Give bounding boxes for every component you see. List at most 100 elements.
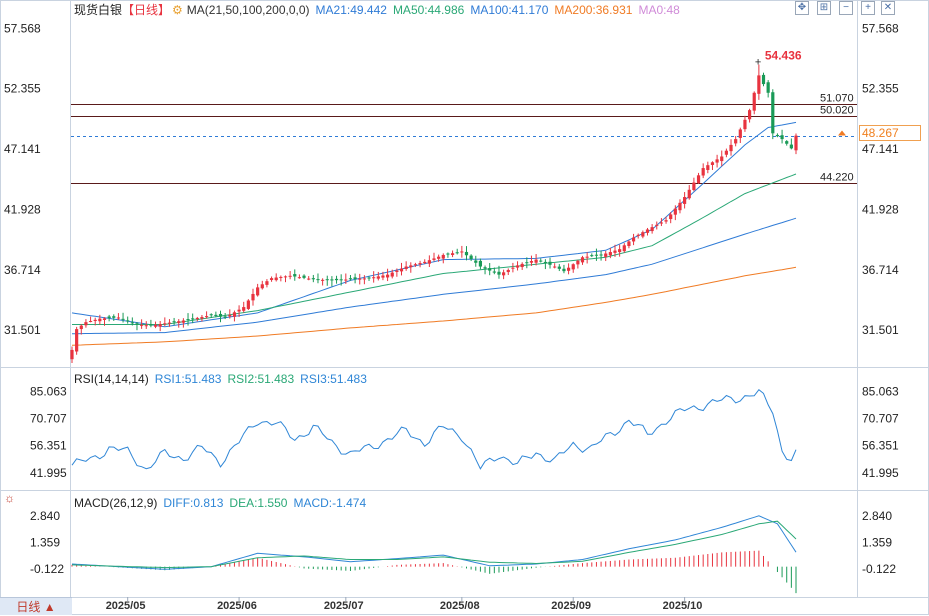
candle-body bbox=[135, 323, 139, 325]
period-tag[interactable]: 【日线】 bbox=[122, 3, 171, 17]
candle-body bbox=[752, 92, 756, 111]
candle-body bbox=[738, 129, 742, 138]
candle-body bbox=[641, 232, 645, 237]
rsi-panel-header: RSI(14,14,14) RSI1:51.483 RSI2:51.483 RSI3:… bbox=[74, 372, 373, 386]
candle-body bbox=[761, 74, 766, 85]
candle-body bbox=[636, 234, 640, 236]
candle-body bbox=[515, 265, 520, 268]
candle-body bbox=[112, 316, 116, 318]
candle-body bbox=[771, 92, 775, 134]
candle-body bbox=[279, 276, 283, 278]
candle-body bbox=[696, 175, 701, 183]
candle-body bbox=[130, 322, 134, 324]
candle-body bbox=[710, 162, 715, 165]
candle-body bbox=[330, 279, 334, 281]
date-axis-tick: 2025/06 bbox=[217, 600, 257, 612]
price-axis-tick-right: 52.355 bbox=[862, 82, 899, 96]
date-axis-tick: 2025/10 bbox=[663, 600, 703, 612]
candle-body bbox=[385, 274, 390, 278]
candle-body bbox=[297, 277, 302, 279]
candle-body bbox=[692, 182, 696, 190]
ma-line-ma200 bbox=[71, 266, 797, 346]
price-axis-tick-right: 31.501 bbox=[862, 323, 899, 337]
candle-body bbox=[599, 254, 603, 256]
close-icon[interactable]: ✕ bbox=[881, 1, 895, 15]
ma-line-ma50 bbox=[72, 173, 797, 325]
plus-icon[interactable]: + bbox=[861, 1, 875, 15]
candle-body bbox=[608, 252, 612, 256]
grid-view-icon[interactable]: ⊞ bbox=[817, 1, 831, 15]
candle-body bbox=[246, 300, 250, 309]
macd-axis-tick-left: 2.840 bbox=[30, 509, 60, 523]
candle-body bbox=[525, 262, 529, 264]
candles-group bbox=[70, 64, 798, 364]
candle-body bbox=[191, 318, 195, 320]
candle-body bbox=[534, 259, 538, 263]
minus-icon[interactable]: − bbox=[839, 1, 853, 15]
candle-body bbox=[144, 325, 148, 327]
candle-body bbox=[274, 277, 278, 281]
candle-body bbox=[126, 320, 130, 322]
candle-body bbox=[566, 267, 571, 271]
candle-body bbox=[571, 264, 575, 270]
candle-body bbox=[344, 279, 348, 281]
candle-body bbox=[177, 321, 181, 323]
candle-body bbox=[228, 314, 232, 317]
candle-body bbox=[474, 260, 478, 263]
candle-body bbox=[121, 318, 125, 320]
macd-macd-value: MACD:-1.474 bbox=[293, 496, 367, 510]
macd-dea-value: DEA:1.550 bbox=[229, 496, 288, 510]
candle-body bbox=[673, 208, 677, 215]
candle-body bbox=[618, 249, 622, 253]
candle-body bbox=[200, 317, 204, 319]
price-panel-header: 现货白银【日线】 ⚙ MA(21,50,100,200,0,0) MA21:49.44… bbox=[74, 3, 686, 17]
candle-body bbox=[269, 278, 274, 281]
macd-params-label: MACD(26,12,9) bbox=[74, 496, 158, 510]
macd-dea-line bbox=[71, 520, 797, 569]
candle-body bbox=[376, 276, 380, 279]
rsi-axis-tick-left: 85.063 bbox=[30, 384, 67, 398]
ma21-value: MA21:49.442 bbox=[315, 3, 387, 17]
date-axis-tick: 2025/08 bbox=[440, 600, 480, 612]
candle-body bbox=[367, 277, 371, 279]
candle-body bbox=[423, 261, 427, 264]
candle-body bbox=[664, 220, 668, 222]
fullscreen-icon[interactable]: ✥ bbox=[795, 1, 809, 15]
candle-body bbox=[785, 141, 789, 144]
level-label: 51.070 bbox=[820, 93, 854, 105]
candle-body bbox=[775, 134, 780, 137]
peak-marker: + bbox=[755, 57, 761, 69]
candle-body bbox=[446, 253, 450, 255]
date-axis-tick: 2025/05 bbox=[106, 600, 146, 612]
sun-icon[interactable]: ☼ bbox=[4, 491, 15, 505]
settings-icon[interactable]: ⚙ bbox=[172, 3, 183, 17]
candle-body bbox=[390, 272, 394, 277]
candle-body bbox=[84, 322, 88, 326]
candle-body bbox=[747, 110, 752, 120]
candle-body bbox=[437, 256, 441, 259]
candle-body bbox=[469, 255, 473, 260]
candle-body bbox=[116, 317, 121, 319]
candle-body bbox=[362, 278, 366, 280]
rsi-axis-tick-left: 41.995 bbox=[30, 466, 67, 480]
candle-body bbox=[395, 270, 399, 272]
level-label: 44.220 bbox=[820, 172, 854, 184]
candle-body bbox=[645, 229, 650, 233]
ma-params-label: MA(21,50,100,200,0,0) bbox=[186, 3, 310, 17]
current-price-label: 48.267 bbox=[859, 125, 921, 141]
candle-body bbox=[283, 276, 288, 278]
candle-body bbox=[358, 278, 362, 280]
candle-body bbox=[557, 266, 561, 269]
candle-body bbox=[321, 279, 325, 281]
candle-body bbox=[75, 329, 79, 352]
macd-diff-line bbox=[71, 515, 797, 570]
candle-body bbox=[432, 258, 436, 260]
candle-body bbox=[497, 271, 501, 275]
macd-axis-tick-left: 1.359 bbox=[30, 535, 60, 549]
candle-body bbox=[381, 275, 385, 278]
rsi-axis-tick-right: 41.995 bbox=[862, 466, 899, 480]
candle-body bbox=[427, 260, 431, 264]
candle-body bbox=[631, 237, 636, 242]
period-selector-button[interactable]: 日线 ▲ bbox=[0, 597, 72, 615]
